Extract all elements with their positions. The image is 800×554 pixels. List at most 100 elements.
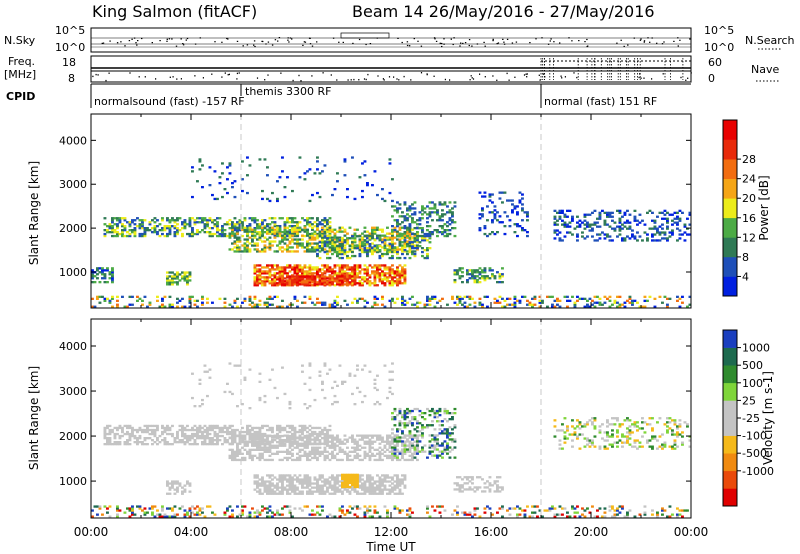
power-cell bbox=[351, 272, 354, 275]
power-cell bbox=[306, 277, 309, 280]
power-cell bbox=[421, 217, 424, 220]
power-cell bbox=[231, 231, 234, 234]
power-cell bbox=[271, 232, 274, 236]
power-cell bbox=[623, 221, 627, 224]
velocity-cell bbox=[103, 437, 107, 440]
velocity-cell bbox=[343, 473, 347, 476]
power-cell bbox=[246, 229, 249, 232]
power-cell bbox=[276, 264, 279, 267]
velocity-cell bbox=[386, 440, 389, 443]
power-cell bbox=[108, 277, 112, 280]
power-cell bbox=[616, 301, 619, 304]
velocity-cell bbox=[311, 434, 314, 437]
power-cell bbox=[256, 223, 259, 226]
power-cell bbox=[653, 221, 657, 224]
velocity-cell bbox=[306, 430, 309, 434]
velocity-cell bbox=[391, 478, 394, 481]
power-cell bbox=[306, 230, 309, 233]
velocity-cell bbox=[408, 440, 412, 443]
power-cell bbox=[351, 254, 354, 258]
velocity-cell bbox=[393, 492, 397, 495]
velocity-cell bbox=[338, 484, 342, 487]
power-cell bbox=[328, 230, 332, 233]
power-cell bbox=[363, 239, 367, 242]
velocity-cell bbox=[313, 446, 317, 449]
power-cell bbox=[381, 246, 384, 249]
power-cell bbox=[521, 197, 524, 200]
power-cell bbox=[416, 231, 419, 234]
velocity-cell bbox=[156, 439, 159, 442]
velocity-cell bbox=[396, 438, 399, 441]
power-cell bbox=[371, 230, 374, 233]
power-cell bbox=[321, 242, 324, 245]
power-cell bbox=[241, 244, 244, 247]
nave-dot bbox=[221, 76, 223, 78]
power-cell bbox=[311, 217, 314, 220]
power-cell bbox=[316, 266, 319, 269]
power-cell bbox=[236, 231, 239, 234]
power-cell bbox=[483, 275, 487, 278]
power-cell bbox=[466, 271, 469, 274]
velocity-cell bbox=[248, 438, 252, 441]
power-cell bbox=[638, 221, 642, 224]
velocity-cell bbox=[291, 426, 294, 430]
velocity-cell bbox=[181, 428, 184, 432]
velocity-cell bbox=[341, 485, 344, 489]
power-cell bbox=[231, 226, 234, 229]
power-cell bbox=[423, 256, 427, 260]
power-cell bbox=[241, 178, 244, 181]
velocity-cell bbox=[233, 454, 237, 457]
power-cell bbox=[616, 305, 619, 308]
power-cell bbox=[611, 239, 614, 242]
velocity-cell bbox=[316, 448, 319, 451]
power-cell bbox=[253, 303, 257, 306]
power-cell bbox=[633, 235, 637, 238]
power-cell bbox=[336, 230, 339, 233]
velocity-cell bbox=[368, 454, 372, 457]
power-cell bbox=[518, 191, 522, 194]
power-cell bbox=[481, 213, 484, 216]
power-cell bbox=[361, 189, 364, 193]
power-cell bbox=[283, 283, 287, 286]
velocity-cell bbox=[363, 442, 367, 445]
power-cell bbox=[401, 303, 404, 306]
power-cell bbox=[491, 219, 494, 222]
power-cell bbox=[391, 272, 394, 275]
power-cell bbox=[468, 303, 472, 306]
power-cell bbox=[366, 266, 369, 269]
power-cell bbox=[641, 219, 644, 222]
power-cell bbox=[208, 184, 212, 187]
velocity-cell bbox=[228, 442, 232, 445]
nave-dot bbox=[105, 79, 107, 82]
power-cell bbox=[261, 219, 264, 222]
nsky-dot bbox=[171, 38, 173, 40]
velocity-cell bbox=[306, 492, 309, 495]
power-cell bbox=[381, 278, 384, 281]
power-cell bbox=[226, 223, 229, 226]
velocity-cell bbox=[213, 434, 217, 438]
power-cell bbox=[303, 246, 307, 249]
velocity-cell bbox=[193, 443, 197, 446]
power-cell bbox=[383, 239, 387, 242]
power-cell bbox=[391, 284, 394, 287]
power-cell bbox=[376, 284, 379, 287]
velocity-cell bbox=[308, 442, 312, 445]
power-cell bbox=[278, 246, 282, 249]
velocity-cell bbox=[171, 482, 174, 485]
power-cell bbox=[241, 225, 244, 228]
power-cell bbox=[371, 248, 374, 251]
power-cell bbox=[256, 250, 259, 253]
power-cell bbox=[611, 215, 614, 218]
power-cell bbox=[353, 266, 357, 269]
velocity-cell bbox=[308, 490, 312, 493]
velocity-cell bbox=[186, 482, 189, 485]
velocity-cell bbox=[156, 437, 159, 440]
velocity-cell bbox=[313, 486, 317, 489]
velocity-cell bbox=[241, 458, 244, 462]
power-cell bbox=[176, 273, 179, 276]
velocity-cell bbox=[343, 452, 347, 455]
velocity-cell bbox=[243, 441, 247, 444]
velocity-cell bbox=[248, 436, 252, 439]
velocity-cell bbox=[398, 409, 402, 413]
nave-dot bbox=[236, 78, 238, 80]
